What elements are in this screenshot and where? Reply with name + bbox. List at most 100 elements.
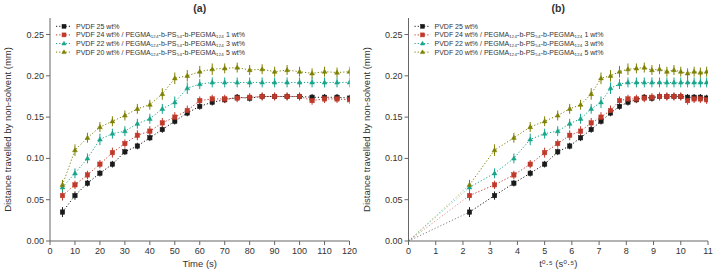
point — [634, 98, 638, 102]
point — [85, 181, 89, 185]
plot-area — [60, 63, 349, 217]
point — [235, 80, 240, 84]
x-tick-label: 9 — [651, 246, 656, 256]
x-tick — [517, 241, 518, 245]
point — [678, 69, 683, 73]
point — [665, 94, 669, 98]
point — [285, 94, 289, 98]
point — [60, 210, 64, 214]
y-tick-label: 0.00 — [385, 236, 403, 246]
x-tick-label: 3 — [488, 246, 493, 256]
point — [110, 150, 114, 154]
point — [512, 173, 516, 177]
point — [60, 193, 64, 197]
point — [578, 136, 582, 140]
point — [567, 121, 572, 125]
point — [335, 80, 340, 84]
point — [698, 70, 703, 74]
point — [160, 91, 165, 95]
y-tick — [46, 158, 50, 159]
legend-marker — [62, 41, 66, 45]
x-tick-label: 1 — [433, 246, 438, 256]
point — [467, 210, 471, 214]
y-tick — [46, 117, 50, 118]
point — [122, 129, 127, 133]
point — [147, 102, 152, 106]
point — [650, 95, 654, 99]
point — [110, 131, 115, 135]
point — [73, 193, 77, 197]
point — [110, 119, 115, 123]
point — [685, 71, 690, 75]
y-axis-line — [408, 18, 409, 241]
point — [657, 67, 662, 71]
point — [642, 80, 647, 84]
point — [172, 100, 177, 104]
point — [511, 135, 516, 139]
y-tick — [46, 34, 50, 35]
point — [347, 69, 349, 73]
y-axis-line — [50, 18, 51, 241]
x-axis-label: t⁰·⁵ (s⁰·⁵) — [539, 258, 577, 269]
point — [173, 119, 177, 123]
series-line — [62, 82, 349, 187]
point — [492, 171, 497, 175]
x-tick — [349, 241, 350, 245]
point — [347, 98, 349, 102]
point — [285, 68, 290, 72]
x-axis-line — [409, 241, 709, 242]
point — [135, 133, 139, 137]
point — [272, 94, 276, 98]
x-tick-label: 5 — [542, 246, 547, 256]
point — [704, 80, 708, 84]
point — [73, 183, 77, 187]
point — [542, 162, 546, 166]
x-tick-label: 6 — [569, 246, 574, 256]
y-axis-label: Distance travelled by non-solvent (mm) — [361, 47, 372, 212]
point — [672, 94, 676, 98]
point — [617, 82, 622, 86]
point — [97, 137, 102, 141]
point — [567, 106, 572, 110]
point — [642, 65, 647, 69]
x-tick-label: 7 — [597, 246, 602, 256]
point — [512, 181, 516, 185]
point — [692, 69, 697, 73]
point — [608, 108, 612, 112]
x-tick-label: 8 — [624, 246, 629, 256]
y-tick — [405, 75, 409, 76]
y-tick — [46, 75, 50, 76]
point — [664, 80, 669, 84]
point — [589, 106, 594, 110]
point — [85, 156, 90, 160]
x-tick — [435, 241, 436, 245]
point — [310, 98, 314, 102]
point — [198, 98, 202, 102]
point — [135, 121, 140, 125]
point — [555, 113, 560, 117]
series-line — [469, 96, 706, 195]
point — [567, 133, 571, 137]
x-tick-label: 90 — [270, 246, 280, 256]
point — [222, 66, 227, 70]
x-tick-label: 120 — [342, 246, 357, 256]
point — [210, 97, 214, 101]
y-tick-label: 0.15 — [26, 112, 44, 122]
point — [260, 94, 264, 98]
panel: 0.000.050.100.150.200.250102030405060708… — [2, 2, 357, 269]
series-line — [469, 82, 706, 187]
legend-label: PVDF 20 wt% / PEGMA₁₂₄-b-PS₅₄-b-PEGMA₁₂₄… — [435, 49, 604, 56]
point — [310, 80, 315, 84]
legend-label: PVDF 25 wt% — [435, 23, 479, 30]
point — [664, 69, 669, 73]
point — [657, 94, 661, 98]
point — [160, 127, 164, 131]
x-tick — [124, 241, 125, 245]
point — [197, 82, 202, 86]
point — [528, 137, 533, 141]
point — [98, 171, 102, 175]
point — [642, 95, 646, 99]
x-tick — [708, 241, 709, 245]
point — [185, 73, 190, 77]
y-tick-label: 0.05 — [385, 195, 403, 205]
